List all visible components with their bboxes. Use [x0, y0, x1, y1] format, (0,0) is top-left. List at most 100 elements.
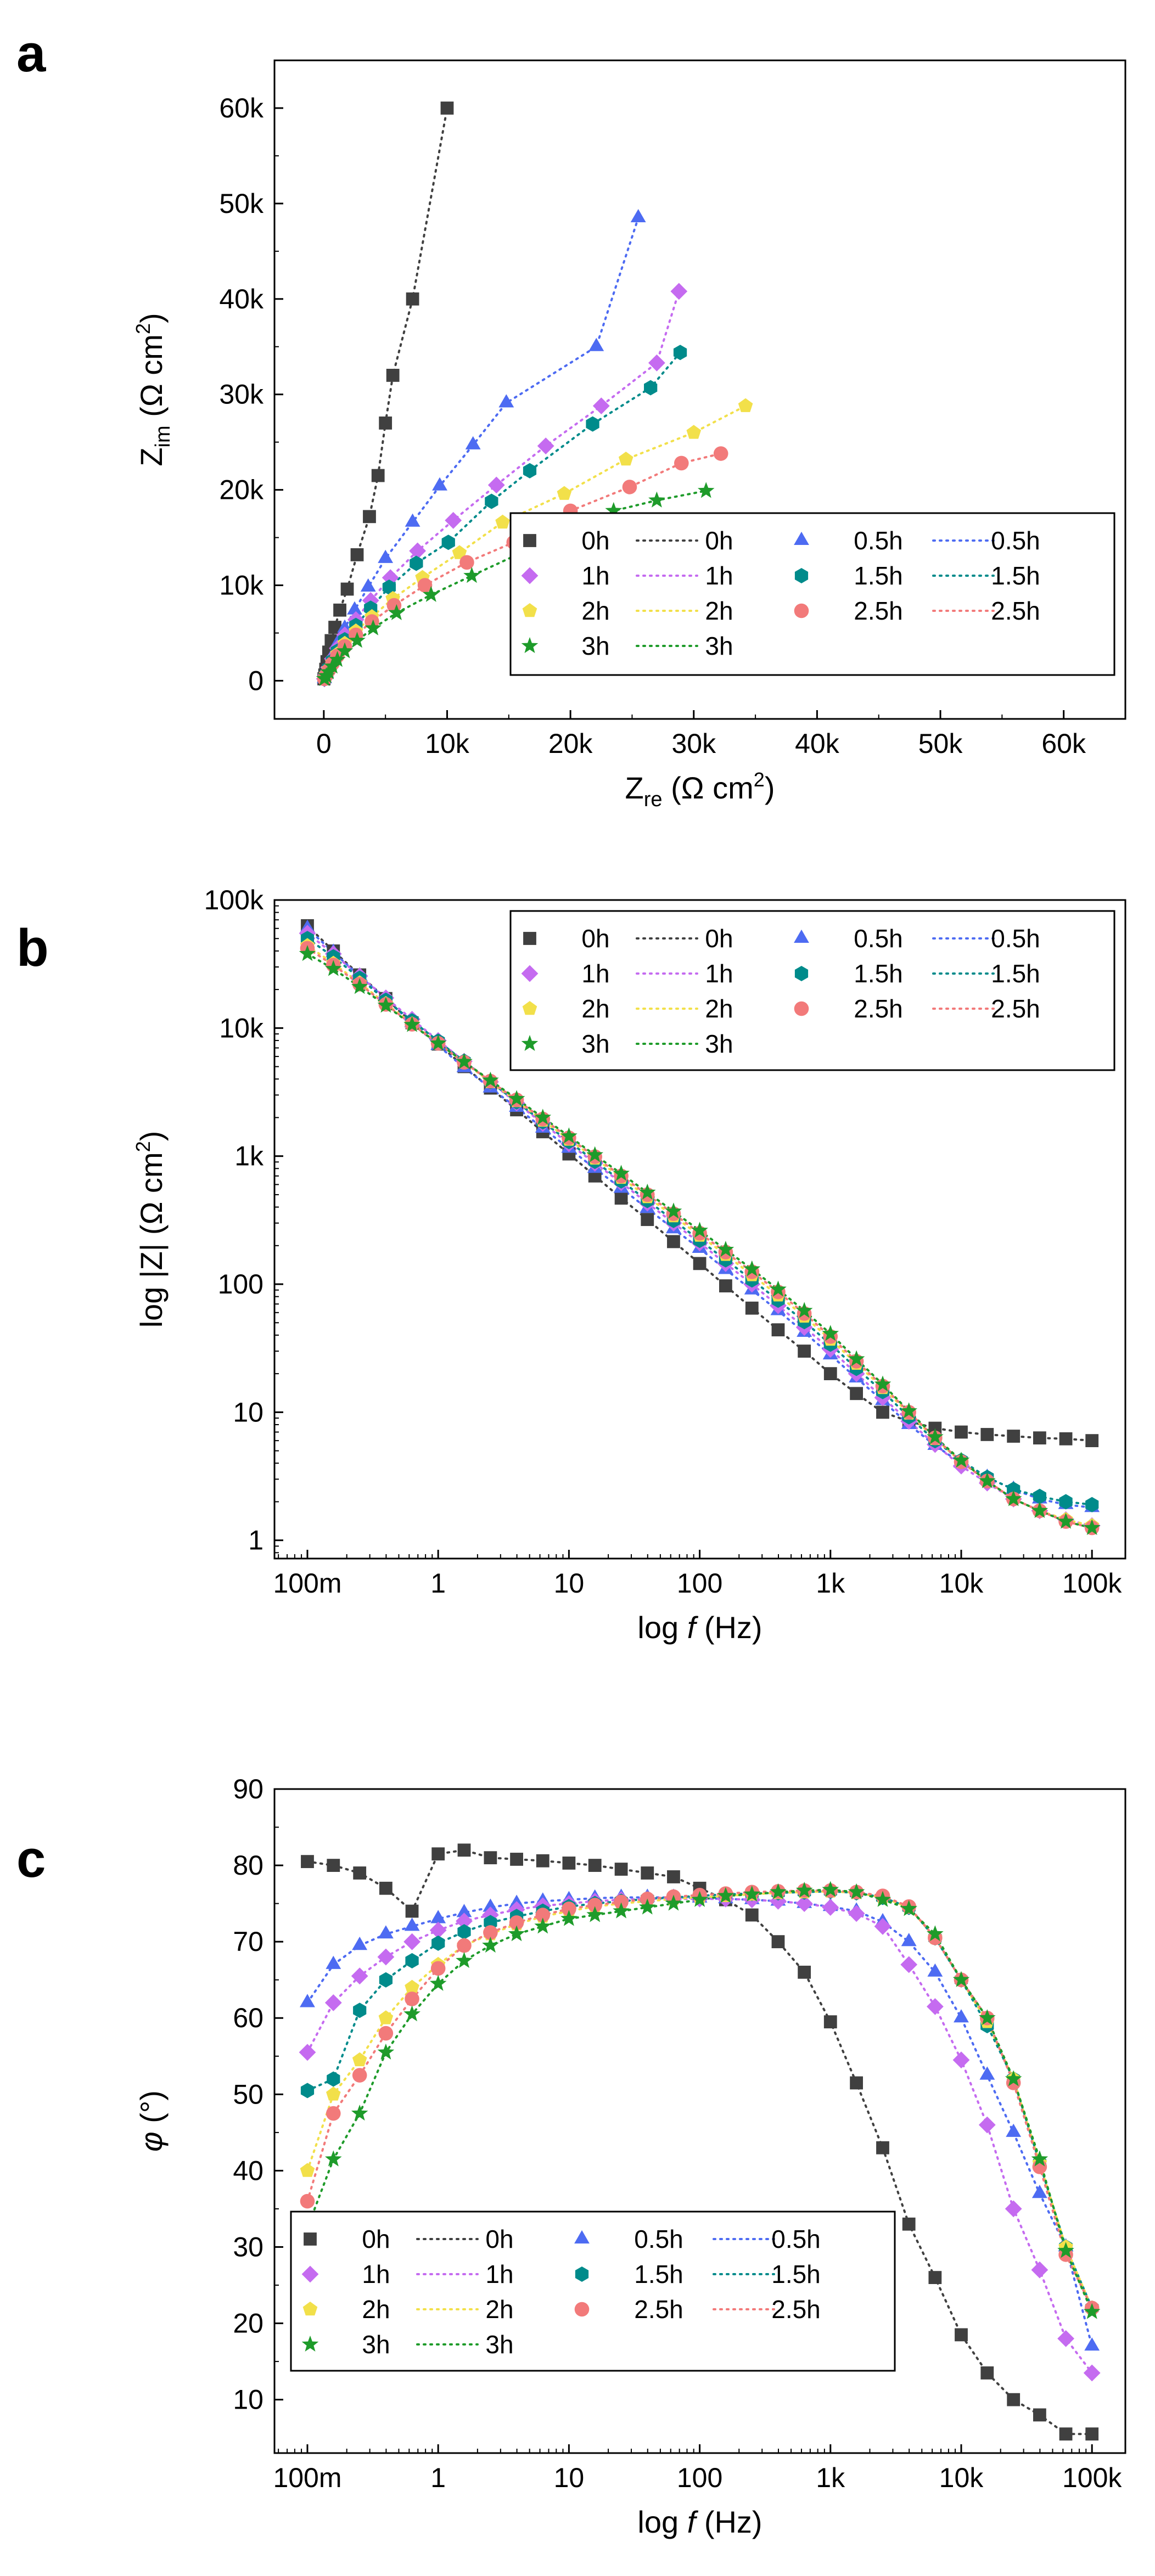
y-tick-label-b: 1 [248, 1525, 263, 1556]
data-point-3h [952, 1971, 970, 1987]
legend-line-label-2h: 2h [705, 597, 733, 625]
data-point-3h [586, 1906, 603, 1922]
data-point-3h [665, 1894, 682, 1911]
data-point-3h [639, 1898, 656, 1915]
legend-line-label-0h: 0h [705, 526, 733, 555]
y-tick-label-a: 60k [219, 93, 264, 123]
data-point-2.5h [365, 614, 379, 629]
data-point-2h [738, 398, 753, 412]
legend-marker-3h [521, 637, 539, 653]
legend-label-3h: 3h [362, 2330, 390, 2359]
data-point-1h [670, 283, 688, 300]
data-point-2.5h [535, 1908, 551, 1922]
legend-line-label-0h: 0h [485, 2225, 513, 2253]
data-point-3h [874, 1375, 892, 1392]
data-point-1h [351, 1967, 368, 1985]
data-point-3h [336, 642, 354, 659]
data-point-0h [1059, 2427, 1073, 2441]
data-point-1h [874, 1917, 892, 1935]
data-point-1.5h [353, 2003, 367, 2018]
data-point-0h [771, 1935, 785, 1949]
panel-b: b 100m 1 10 100 1k 10k 100k 1 10 100 1k 10k 100k log f… [16, 885, 1126, 1645]
data-point-2.5h [378, 2026, 394, 2041]
x-tick-label-c: 100m [273, 2462, 341, 2493]
data-point-1.5h [523, 463, 537, 479]
data-point-3h [795, 1302, 813, 1318]
x-axis-title-a: Zre (Ω cm2) [625, 768, 775, 811]
y-tick-label-c: 30 [233, 2231, 263, 2262]
legend-marker-2h [302, 2302, 318, 2316]
data-point-3h [874, 1891, 892, 1907]
legend-line-label-0.5h: 0.5h [991, 526, 1040, 555]
data-point-2h [618, 452, 633, 466]
data-point-0h [379, 416, 393, 430]
data-point-0.5h [326, 1955, 341, 1969]
legend-marker-1.5h [575, 2266, 589, 2282]
legend-label-1.5h: 1.5h [634, 2260, 683, 2288]
legend-b: 0h 0h 0.5h 0.5h 1h 1h 1.5h 1.5h 2h 2h 2.5h 2.5h 3h 3h [509, 910, 1115, 1071]
data-point-0.5h [483, 1898, 498, 1912]
data-point-0h [440, 102, 454, 115]
data-point-0h [667, 1235, 680, 1248]
legend-marker-2.5h [574, 2302, 590, 2317]
data-point-0h [406, 292, 419, 306]
data-point-0h [379, 1881, 393, 1895]
data-point-0h [1059, 1432, 1073, 1446]
legend-line-label-1h: 1h [705, 561, 733, 590]
data-point-0h [693, 1257, 707, 1270]
data-point-2h [452, 545, 467, 559]
y-tick-label-a: 0 [248, 665, 263, 696]
data-point-2.5h [405, 1992, 419, 2006]
data-point-1.5h [673, 345, 687, 361]
panel-letter-a: a [16, 24, 46, 83]
data-point-0.5h [979, 2066, 995, 2080]
data-point-3h [697, 482, 715, 498]
data-point-3h [822, 1881, 839, 1897]
data-point-3h [423, 586, 440, 602]
data-point-3h [349, 632, 366, 648]
data-point-0h [980, 1428, 994, 1441]
data-point-0h [371, 469, 385, 482]
data-point-0h [745, 1301, 759, 1315]
plot-area-c [299, 1843, 1101, 2441]
data-point-3h [743, 1260, 761, 1276]
data-point-0h [1085, 2427, 1099, 2441]
data-point-2h [378, 2010, 394, 2024]
legend-line-label-3h: 3h [705, 632, 733, 660]
data-point-0h [876, 1405, 889, 1419]
x-tick-label-a: 10k [425, 728, 470, 759]
data-point-0.5h [404, 1917, 420, 1931]
y-tick-label-a: 50k [219, 188, 264, 219]
data-point-3h [770, 1280, 787, 1297]
data-point-3h [325, 2150, 342, 2167]
data-point-0h [614, 1191, 628, 1205]
data-point-3h [848, 1350, 865, 1366]
legend-line-label-1.5h: 1.5h [991, 561, 1040, 590]
data-point-3h [482, 1071, 499, 1088]
legend-marker-2.5h [794, 603, 809, 618]
data-point-0h [876, 2141, 889, 2155]
data-point-1.5h [457, 1924, 471, 1940]
y-tick-label-b: 100 [218, 1269, 263, 1300]
data-point-1h [1057, 2330, 1074, 2347]
data-point-0h [745, 1908, 759, 1922]
data-point-0.5h [927, 1963, 943, 1977]
legend-marker-3h [301, 2335, 319, 2352]
data-point-3h [403, 1016, 420, 1032]
data-point-1h [324, 1994, 342, 2011]
plot-frame-a [273, 59, 1126, 720]
data-point-3h [365, 619, 382, 635]
data-point-1h [822, 1899, 839, 1916]
data-point-3h [388, 604, 405, 620]
data-point-0h [386, 369, 400, 382]
y-axis-title-b: log |Z| (Ω cm2) [132, 1131, 169, 1328]
legend-line-label-1.5h: 1.5h [771, 2260, 821, 2288]
x-tick-label-a: 20k [548, 728, 593, 759]
data-point-3h [770, 1883, 787, 1899]
data-point-0h [405, 1904, 419, 1918]
legend-label-3h: 3h [581, 632, 609, 660]
data-point-3h [979, 1472, 996, 1488]
data-point-2h [557, 486, 572, 500]
legend-marker-1h [521, 567, 539, 584]
y-tick-label-c: 70 [233, 1926, 263, 1957]
